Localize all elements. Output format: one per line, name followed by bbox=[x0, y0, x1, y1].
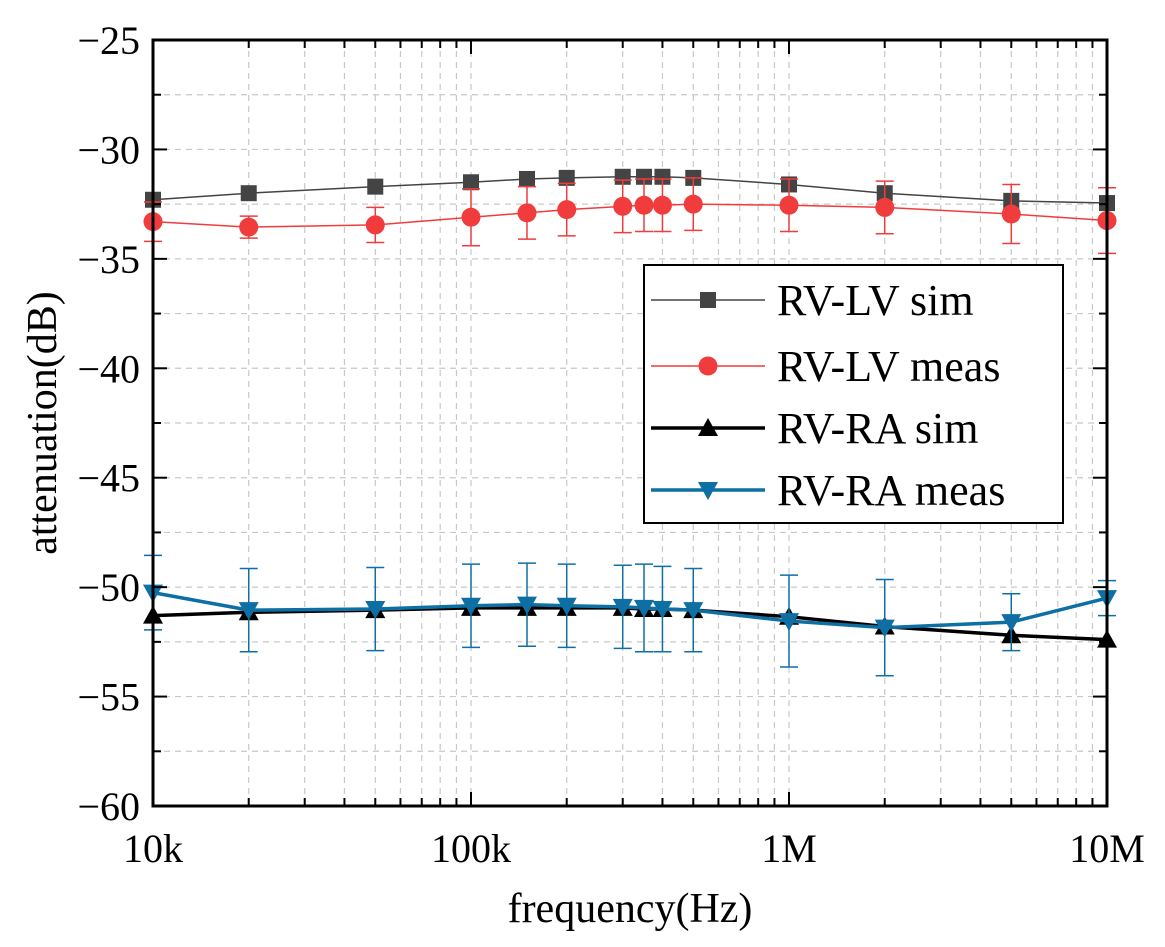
y-tick-label: −25 bbox=[77, 18, 140, 63]
y-tick-label: −40 bbox=[77, 346, 140, 391]
y-tick-label: −55 bbox=[77, 675, 140, 720]
legend: RV-LV sim RV-LV meas RV-RA sim RV-RA meas bbox=[643, 264, 1064, 524]
data-point bbox=[240, 185, 257, 202]
legend-label: RV-LV meas bbox=[777, 342, 1000, 391]
data-point bbox=[875, 197, 895, 217]
data-point bbox=[461, 207, 481, 227]
data-point bbox=[779, 613, 799, 632]
data-point bbox=[238, 602, 259, 621]
data-point bbox=[556, 597, 577, 616]
series-line bbox=[152, 203, 1108, 228]
data-point bbox=[516, 596, 537, 615]
legend-item: RV-LV meas bbox=[651, 342, 1000, 391]
legend-item: RV-RA sim bbox=[651, 404, 978, 453]
x-tick-label: 100k bbox=[431, 826, 511, 871]
data-point bbox=[461, 597, 481, 616]
legend-label: RV-RA sim bbox=[777, 404, 978, 453]
legend-label: RV-RA meas bbox=[777, 466, 1005, 515]
x-axis-title: frequency(Hz) bbox=[508, 886, 753, 932]
legend-item: RV-LV sim bbox=[651, 276, 974, 325]
data-point bbox=[612, 598, 633, 617]
legend-marker bbox=[698, 356, 718, 376]
data-point bbox=[634, 195, 654, 215]
data-point bbox=[779, 195, 799, 215]
data-point bbox=[1001, 204, 1021, 224]
data-point bbox=[365, 601, 386, 620]
x-tick-label: 10k bbox=[123, 826, 183, 871]
series-line bbox=[152, 176, 1108, 204]
data-point bbox=[518, 170, 535, 187]
data-point bbox=[558, 169, 575, 186]
data-point bbox=[1001, 614, 1022, 633]
data-point bbox=[365, 215, 385, 235]
legend-marker bbox=[700, 292, 716, 308]
series-rv-ra-meas bbox=[143, 554, 1117, 677]
x-tick-label: 10M bbox=[1069, 826, 1145, 871]
legend-marker bbox=[698, 418, 718, 436]
data-point bbox=[636, 168, 653, 185]
series-line bbox=[152, 590, 1108, 630]
series-rv-lv-meas bbox=[143, 177, 1117, 255]
data-point bbox=[874, 619, 895, 638]
y-tick-label: −60 bbox=[77, 784, 140, 829]
legend-marker bbox=[698, 482, 718, 500]
y-tick-label: −50 bbox=[77, 565, 140, 610]
y-tick-label: −30 bbox=[77, 127, 140, 172]
y-axis-title: attenuation(dB) bbox=[20, 291, 66, 555]
y-tick-label: −35 bbox=[77, 237, 140, 282]
data-point bbox=[634, 599, 655, 618]
legend-label: RV-LV sim bbox=[777, 276, 974, 325]
data-point bbox=[517, 203, 537, 223]
data-point bbox=[683, 194, 703, 214]
data-point bbox=[683, 602, 704, 621]
data-point bbox=[557, 200, 577, 220]
data-point bbox=[654, 168, 671, 185]
axis-ticks bbox=[152, 39, 1108, 807]
data-point bbox=[367, 178, 384, 195]
data-point bbox=[463, 174, 479, 191]
data-point bbox=[652, 601, 673, 620]
data-point bbox=[652, 195, 672, 215]
data-point bbox=[239, 217, 259, 237]
y-tick-label: −45 bbox=[77, 456, 140, 501]
axis-tick-labels: 10k 100k 1M 10M −25 −30 −35 −40 −45 −50 −55 −60 bbox=[77, 18, 1144, 871]
legend-item: RV-RA meas bbox=[651, 466, 1005, 515]
x-tick-label: 1M bbox=[761, 826, 817, 871]
data-point bbox=[613, 196, 633, 216]
